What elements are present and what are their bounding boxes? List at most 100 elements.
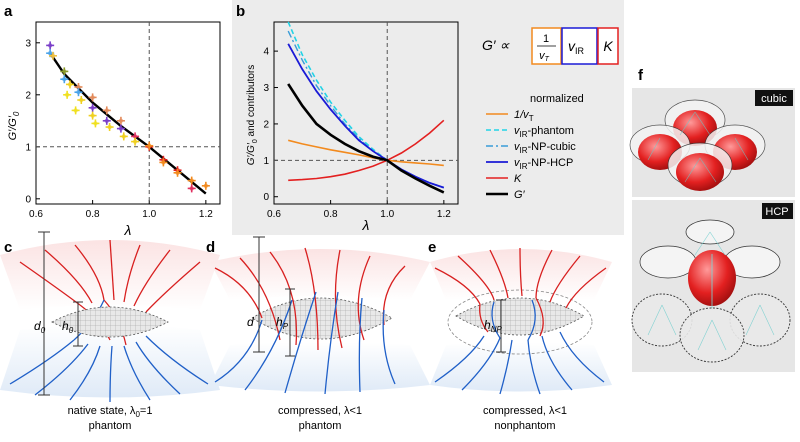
panel-e-outer-ellipse [447, 289, 593, 355]
panel-a-xtick-label: 1.2 [199, 209, 213, 220]
panel-c-d-main: d [34, 319, 41, 333]
formula: G′ ∝ 1 vT vIR K [482, 27, 619, 65]
panel-b-xtick-label: 1.2 [437, 209, 451, 220]
panel-e-red-strands [434, 247, 607, 337]
panel-b-ytick-label: 4 [263, 47, 269, 58]
panel-c-red-fan [0, 240, 220, 310]
panel-a-xtick-label: 0.6 [29, 209, 43, 220]
formula-mid: vIR [568, 38, 585, 56]
legend-label-sub: IR [520, 130, 528, 139]
panel-c-grid-region [51, 306, 169, 338]
panel-b-series-inv_vt [288, 139, 444, 167]
panel-a-data-point [77, 96, 86, 104]
panel-e-blue-strands [434, 299, 605, 395]
panel-a-data-point [74, 88, 83, 97]
panel-d-caption2: phantom [299, 420, 342, 432]
panel-a-ylabel: G′/G′0 [7, 111, 21, 140]
panel-b-ylabel-tail: and contributors [246, 65, 257, 140]
panel-d-red-fan [210, 249, 430, 300]
panel-d-hp: hP [276, 315, 289, 331]
panel-f: f cubic HCP [629, 67, 795, 372]
panel-a-data-point [131, 137, 140, 146]
panel-d-blue-fan [210, 342, 430, 392]
legend-label-tail: -phantom [528, 125, 574, 137]
formula-frac-den-main: v [539, 50, 546, 62]
panel-a-data-point [71, 106, 80, 115]
panel-a-data-point [88, 93, 97, 102]
panel-f-hcp-label: HCP [765, 206, 788, 218]
panel-a-frame [35, 21, 221, 205]
panel-a-ylabel-main: G′/G′ [7, 115, 19, 140]
legend-label-main: K [514, 173, 522, 185]
panel-a-data-point [201, 181, 210, 190]
formula-lhs: G′ ∝ [482, 37, 510, 53]
panel-b-ticks: 0.6 0.8 1.0 1.2 0 1 2 3 4 [263, 47, 451, 220]
panel-b-ylabel: G′/G′0 and contributors [246, 65, 259, 166]
panel-b-ytick-label: 1 [263, 156, 269, 167]
panel-b-xtick-label: 0.6 [267, 209, 281, 220]
panel-a-data-point [63, 90, 72, 99]
panel-a-data-point [119, 132, 128, 141]
legend-label-main: G′ [514, 189, 526, 201]
formula-frac-den: vT [539, 50, 550, 63]
legend-label-sub: T [529, 114, 534, 123]
panel-b-ylabel-sub: 0 [252, 139, 259, 143]
panel-c-caption2: phantom [89, 420, 132, 432]
panel-a-ticks: 0.6 0.8 1.0 1.2 0 1 2 3 [25, 38, 213, 220]
panel-e-grid-region [455, 297, 585, 336]
panel-d-caption1: compressed, λ<1 [278, 405, 362, 417]
panel-a-data-point [91, 119, 100, 128]
panel-a-ytick-label: 3 [25, 38, 31, 49]
legend-label-main: v [514, 125, 521, 137]
panel-f-hcp-cluster [631, 219, 791, 363]
panel-a-data-point [187, 184, 196, 193]
panel-a-data-point [159, 158, 168, 167]
hcp-core [688, 250, 736, 310]
formula-mid-sub: IR [575, 46, 585, 56]
panel-b-series-nphcp [287, 43, 445, 189]
panel-a-data-point [116, 124, 125, 133]
formula-mid-main: v [568, 38, 576, 54]
formula-box-red [597, 27, 619, 65]
legend-label: K [514, 173, 522, 185]
panel-b-ytick-label: 3 [263, 83, 269, 94]
panel-a-data-point [173, 168, 182, 177]
legend-item-npcubic: vIR-NP-cubic [486, 141, 576, 155]
panel-f-cubic-cluster [629, 99, 766, 191]
panel-f-hcp-tag [762, 203, 793, 219]
panel-c-h-main: h [62, 319, 69, 333]
panel-d-h-sub: P [283, 322, 289, 331]
panel-a-fit-curve [49, 52, 207, 195]
panel-a-data-point [102, 116, 111, 125]
panel-c-caption1: native state, λ0=1 [68, 405, 153, 419]
panel-b-ytick-label: 0 [263, 192, 269, 203]
panel-d: d d hP compressed, λ<1 phantom [206, 236, 430, 432]
legend-label-main: v [514, 157, 521, 169]
panel-e-h-sub: NP [491, 325, 503, 334]
panel-b-xlabel: λ [362, 217, 370, 233]
panel-b-xtick-label: 0.8 [324, 209, 338, 220]
cubic-cell [667, 142, 733, 191]
panel-e-blue-fan [430, 342, 612, 392]
legend-label-main: v [514, 141, 521, 153]
panel-a-data-point [48, 51, 57, 60]
panel-a-fit-line [49, 52, 207, 195]
formula-right: K [603, 38, 613, 54]
panel-b-series-G [287, 83, 445, 194]
panel-b-frame [273, 21, 459, 205]
panel-c-caption1-sub: 0 [135, 410, 140, 419]
panel-e-h-main: h [484, 318, 491, 332]
formula-frac-den-sub: T [545, 56, 550, 63]
panel-a-points [46, 41, 210, 193]
panel-c-caption1-main: native state, λ [68, 405, 136, 417]
panel-f-letter: f [638, 67, 644, 84]
panel-c-blue-strands [9, 299, 209, 403]
panel-d-letter: d [206, 239, 215, 256]
panel-e-hnp: hNP [484, 318, 502, 334]
panel-c-h-sub: 0 [69, 326, 74, 335]
panel-a-data-point [145, 141, 154, 150]
panel-c-letter: c [4, 239, 12, 256]
panel-a-xtick-label: 1.0 [142, 209, 156, 220]
